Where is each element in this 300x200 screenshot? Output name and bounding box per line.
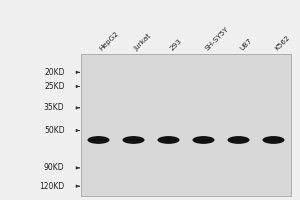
- Text: K562: K562: [274, 35, 291, 52]
- Text: 50KD: 50KD: [44, 126, 64, 135]
- Text: HepG2: HepG2: [98, 30, 120, 52]
- Text: SH-SY5Y: SH-SY5Y: [203, 26, 230, 52]
- Text: 90KD: 90KD: [44, 163, 64, 172]
- Text: U87: U87: [238, 38, 253, 52]
- Text: 120KD: 120KD: [39, 182, 64, 191]
- Text: 20KD: 20KD: [44, 68, 64, 77]
- Text: 25KD: 25KD: [44, 82, 64, 91]
- Text: Jurkat: Jurkat: [134, 33, 153, 52]
- Text: 293: 293: [169, 38, 183, 52]
- Text: 35KD: 35KD: [44, 103, 64, 112]
